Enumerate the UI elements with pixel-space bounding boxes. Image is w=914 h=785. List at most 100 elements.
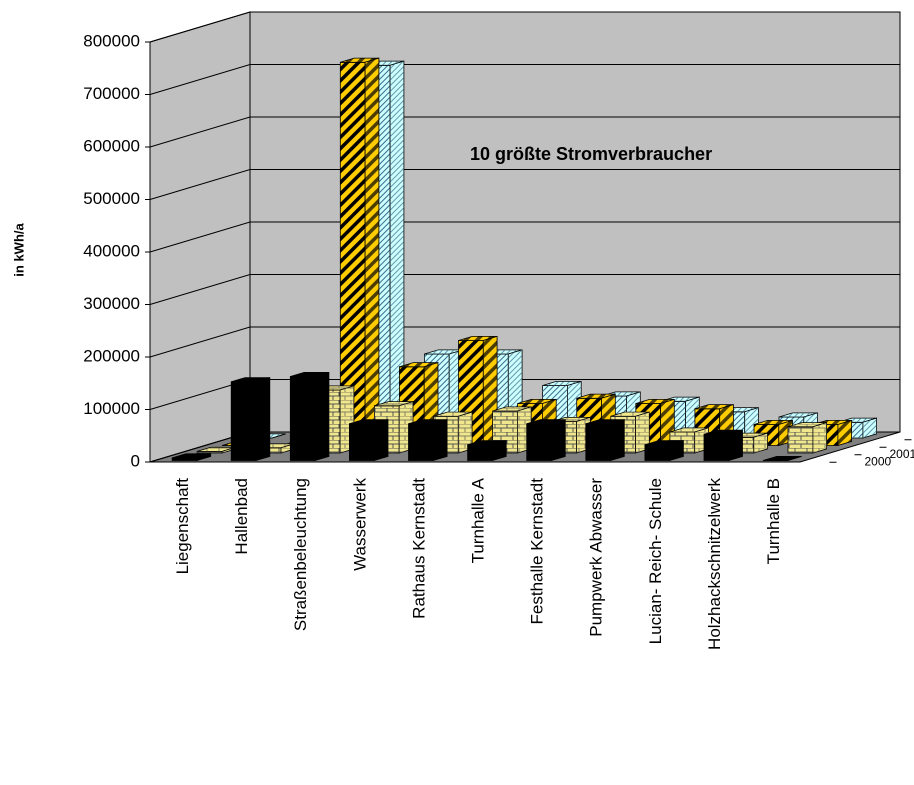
bar-pattern (635, 412, 650, 453)
bar-pattern (763, 456, 802, 461)
bar-pattern (669, 427, 709, 432)
bar-pattern (788, 422, 827, 427)
bar (585, 419, 625, 462)
x-tick-label: Wasserwerk (350, 478, 369, 571)
bar-pattern (458, 412, 473, 453)
grid-line (149, 326, 900, 358)
bar-pattern (290, 376, 316, 461)
x-tick-label: Turnhalle B (764, 478, 783, 564)
grid-line (149, 116, 900, 148)
bar-pattern (492, 406, 532, 411)
x-tick-label: Pumpwerk Abwasser (587, 478, 606, 637)
bar (703, 429, 743, 462)
y-tick-label: 800000 (83, 31, 140, 50)
grid-line (149, 11, 900, 43)
bar (762, 455, 802, 461)
y-tick-label: 600000 (83, 136, 140, 155)
x-tick-label: Festhalle Kernstadt (528, 478, 547, 625)
bar-pattern (433, 412, 473, 417)
bar-pattern (408, 423, 434, 461)
bar-pattern (704, 430, 743, 435)
bar-pattern (315, 372, 329, 461)
x-tick-label: Liegenschaft (173, 478, 192, 575)
bar-pattern (669, 440, 684, 461)
bar-pattern (542, 381, 582, 386)
bar (526, 419, 566, 462)
bar-pattern (172, 453, 211, 458)
bar-pattern (728, 430, 743, 461)
chart-title: 10 größte Stromverbraucher (470, 144, 712, 164)
y-tick-label: 200000 (83, 346, 140, 365)
bar-pattern (788, 426, 813, 453)
bar-pattern (467, 444, 493, 461)
bar-pattern (610, 412, 650, 417)
bar-pattern (374, 401, 413, 406)
bar-pattern (458, 336, 498, 341)
bar-pattern (526, 423, 552, 461)
depth-label: 2000 (865, 454, 892, 468)
bar-pattern (290, 372, 329, 377)
bar-pattern (644, 440, 684, 445)
bar-pattern (517, 399, 557, 404)
bar-pattern (585, 423, 611, 461)
bar-pattern (754, 420, 793, 425)
bar-pattern (644, 444, 670, 461)
bar-pattern (492, 440, 507, 461)
bar-pattern (197, 453, 211, 461)
bar-pattern (526, 419, 566, 424)
bar-pattern (610, 419, 625, 461)
bar (289, 371, 330, 462)
bar-pattern (694, 404, 734, 409)
bar (467, 440, 507, 462)
bar-pattern (779, 412, 818, 417)
bar-pattern (551, 419, 566, 461)
bar-pattern (635, 399, 675, 404)
y-tick-label: 300000 (83, 294, 140, 313)
bar-pattern (704, 434, 729, 461)
x-tick-label: Straßenbeleuchtung (291, 478, 310, 631)
x-tick-label: Holzhackschnitzelwerk (705, 478, 724, 650)
bar-pattern (390, 61, 404, 438)
bar-pattern (753, 433, 768, 453)
bar-pattern (340, 62, 366, 446)
bar-pattern (365, 58, 379, 446)
bar-pattern (399, 362, 438, 367)
bar-pattern (231, 377, 270, 382)
bar-pattern (197, 447, 236, 452)
x-tick-label: Turnhalle A (468, 477, 487, 563)
bar-pattern (340, 58, 379, 63)
y-tick-label: 100000 (83, 399, 140, 418)
bar-pattern (585, 419, 625, 424)
bar (171, 453, 212, 462)
bars (171, 57, 877, 462)
bar-pattern (812, 422, 827, 453)
y-tick-label: 700000 (83, 84, 140, 103)
bar (408, 419, 448, 462)
bar (787, 422, 827, 454)
bar-pattern (862, 418, 877, 438)
grid (149, 11, 900, 463)
bar (339, 57, 380, 447)
bar-pattern (231, 381, 256, 461)
bar-pattern (172, 457, 197, 461)
bar-pattern (837, 420, 852, 446)
x-tick-label: Rathaus Kernstadt (409, 478, 428, 619)
bar (230, 377, 271, 462)
bar-pattern (349, 419, 388, 424)
y-tick-label: 0 (131, 451, 140, 470)
bar (644, 440, 684, 462)
bar-pattern (374, 419, 388, 461)
grid-line (149, 64, 900, 95)
bar-pattern (467, 440, 507, 445)
grid-line (149, 221, 900, 253)
x-tick-label: Hallenbad (232, 478, 251, 555)
bar (348, 419, 389, 462)
y-tick-label: 500000 (83, 189, 140, 208)
grid-line (149, 169, 900, 200)
bar-pattern (256, 377, 270, 461)
bar-pattern (408, 419, 448, 424)
grid-line (149, 274, 900, 305)
bar-pattern (349, 423, 375, 461)
bar-pattern (424, 349, 463, 354)
